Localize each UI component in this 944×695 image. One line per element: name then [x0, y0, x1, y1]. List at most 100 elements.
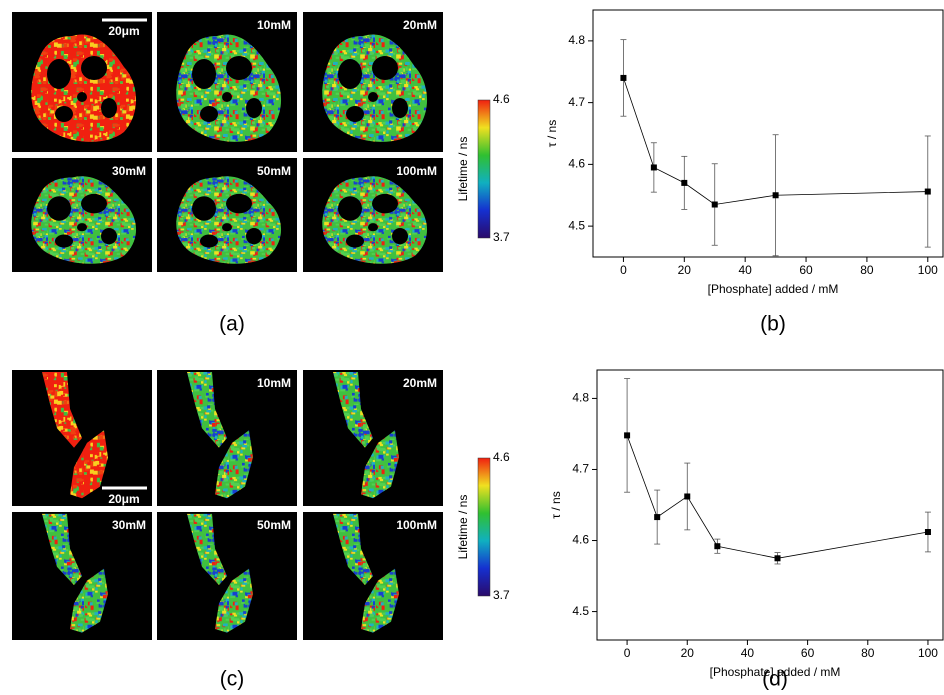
colorbar-tick-label: 4.6	[493, 92, 510, 106]
cell-body	[187, 513, 227, 586]
micrograph: 10mM	[157, 370, 297, 506]
cell-body	[333, 513, 373, 586]
cell	[187, 513, 253, 633]
panel-label: (c)	[220, 668, 245, 691]
x-tick-label: 0	[620, 263, 627, 277]
cell-body	[333, 371, 373, 448]
data-point	[924, 529, 931, 535]
concentration-label: 30mM	[112, 518, 146, 532]
data-point	[654, 514, 661, 521]
plot-frame	[596, 369, 944, 641]
micrograph: 20μm	[12, 12, 152, 152]
y-tick-label: 4.5	[568, 218, 585, 232]
x-tick-label: 80	[860, 263, 874, 277]
cell	[187, 371, 253, 499]
data-line	[626, 435, 929, 559]
panel-label: (d)	[762, 668, 788, 691]
micrograph: 10mM	[157, 12, 297, 152]
data-point	[684, 493, 691, 500]
cell-body	[361, 430, 399, 499]
cell	[333, 371, 399, 499]
cell	[176, 34, 282, 142]
nucleus	[338, 196, 362, 221]
panel-label: (a)	[219, 313, 245, 336]
micrograph: 30mM	[12, 158, 152, 272]
data-point	[774, 555, 781, 562]
scale-bar-label: 20μm	[108, 492, 139, 506]
nucleus	[346, 234, 364, 248]
nucleus	[226, 56, 252, 80]
cell	[31, 176, 137, 264]
cell	[31, 34, 137, 142]
cell	[333, 513, 399, 633]
nucleus	[55, 106, 73, 122]
data-point	[924, 188, 931, 195]
micrograph: 50mM	[157, 158, 297, 272]
data-line	[623, 77, 928, 205]
scale-bar-label: 20μm	[108, 24, 139, 38]
nucleus	[81, 193, 107, 214]
cell-body	[361, 568, 399, 633]
colorbar-tick-label: 3.7	[493, 230, 510, 244]
y-tick-label: 4.5	[572, 604, 589, 618]
nucleus	[246, 98, 262, 118]
data-point	[711, 201, 718, 208]
nucleus	[372, 193, 398, 214]
cell	[176, 176, 282, 264]
x-axis-label: [Phosphate] added / mM	[708, 282, 839, 296]
nucleus	[47, 59, 71, 89]
concentration-label: 100mM	[396, 518, 437, 532]
cell-body	[215, 568, 253, 633]
cell	[322, 34, 428, 142]
y-tick-label: 4.8	[572, 391, 589, 405]
nucleus	[47, 196, 71, 221]
nucleus	[77, 92, 87, 102]
concentration-label: 10mM	[257, 18, 291, 32]
micrograph: 50mM	[157, 512, 297, 640]
cell-body	[42, 513, 82, 586]
micrograph: 100mM	[303, 512, 443, 640]
micrograph: 20mM	[303, 370, 443, 506]
nucleus	[392, 228, 408, 245]
data-point	[772, 192, 779, 199]
nucleus	[101, 228, 117, 245]
cell	[42, 513, 108, 633]
micrograph: 20μm	[12, 370, 152, 506]
cell	[322, 176, 428, 264]
colorbar	[477, 99, 491, 239]
panel-label: (b)	[760, 313, 786, 336]
concentration-label: 50mM	[257, 164, 291, 178]
nucleus	[372, 56, 398, 80]
nucleus	[222, 92, 232, 102]
nucleus	[192, 59, 216, 89]
x-tick-label: 80	[861, 646, 875, 660]
nucleus	[338, 59, 362, 89]
cell-body	[187, 371, 227, 448]
colorbar-tick-label: 3.7	[493, 588, 510, 602]
nucleus	[392, 98, 408, 118]
nucleus	[77, 223, 87, 232]
y-axis-label: τ / ns	[549, 491, 563, 518]
cell-body	[215, 430, 253, 499]
data-point	[624, 432, 631, 439]
colorbar-title: Lifetime / ns	[456, 137, 470, 202]
concentration-label: 20mM	[403, 18, 437, 32]
x-tick-label: 60	[801, 646, 815, 660]
x-axis-label: [Phosphate] added / mM	[710, 665, 841, 679]
y-tick-label: 4.7	[568, 95, 585, 109]
micrograph: 100mM	[303, 158, 443, 272]
x-tick-label: 20	[678, 263, 692, 277]
nucleus	[222, 223, 232, 232]
concentration-label: 50mM	[257, 518, 291, 532]
data-point	[650, 164, 657, 171]
x-tick-label: 40	[741, 646, 755, 660]
nucleus	[55, 234, 73, 248]
x-tick-label: 100	[918, 646, 938, 660]
nucleus	[368, 223, 378, 232]
concentration-label: 100mM	[396, 164, 437, 178]
concentration-label: 30mM	[112, 164, 146, 178]
plot-frame	[592, 9, 944, 258]
colorbar-title: Lifetime / ns	[456, 495, 470, 560]
nucleus	[101, 98, 117, 118]
